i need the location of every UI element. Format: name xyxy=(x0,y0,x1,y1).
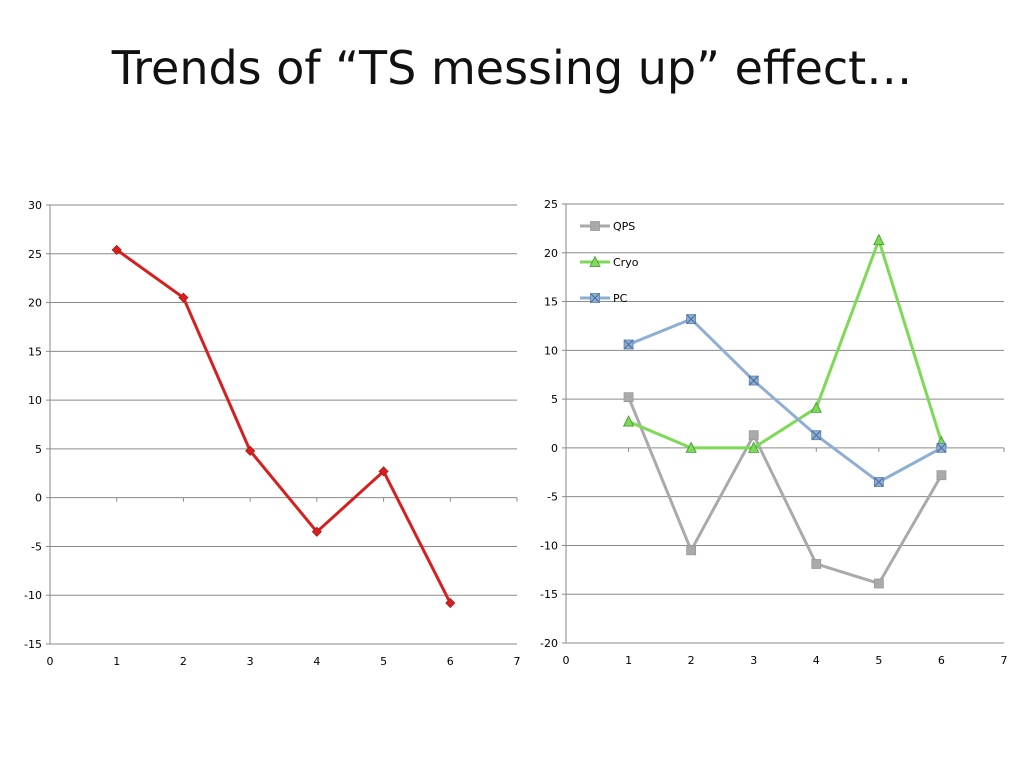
data-point-qps xyxy=(873,578,884,589)
y-tick-label: 30 xyxy=(28,199,42,212)
x-tick-label: 0 xyxy=(563,654,570,667)
data-point-qps xyxy=(936,470,947,481)
x-tick-label: 4 xyxy=(813,654,820,667)
x-tick-label: 6 xyxy=(447,655,454,668)
data-point-series xyxy=(245,445,256,456)
slide-title: Trends of “TS messing up” effect… xyxy=(111,41,913,95)
data-point-series xyxy=(445,597,456,609)
y-tick-label: -5 xyxy=(547,491,558,504)
y-tick-label: 20 xyxy=(28,297,42,310)
data-point-pc xyxy=(936,442,947,453)
data-point-series xyxy=(178,292,189,303)
legend-marker xyxy=(590,221,600,231)
data-point-qps xyxy=(811,559,822,569)
x-tick-label: 2 xyxy=(688,654,695,667)
y-tick-label: 5 xyxy=(551,393,558,406)
data-point-pc xyxy=(811,430,822,441)
y-tick-label: 20 xyxy=(544,247,558,260)
y-tick-label: 10 xyxy=(544,344,558,357)
data-point-cryo xyxy=(748,441,760,453)
data-point-qps xyxy=(748,430,759,441)
series-line-series xyxy=(115,248,452,604)
x-tick-label: 2 xyxy=(180,655,187,668)
data-point-pc xyxy=(623,339,634,350)
series-line-cryo xyxy=(627,238,943,450)
y-tick-label: 10 xyxy=(28,394,42,407)
x-tick-label: 1 xyxy=(113,655,120,668)
legend-label-qps: QPS xyxy=(613,220,635,233)
y-tick-label: -15 xyxy=(24,638,42,651)
data-point-qps xyxy=(623,392,634,403)
data-point-cryo xyxy=(810,401,822,413)
legend-marker xyxy=(589,255,601,267)
data-point-qps xyxy=(686,545,697,556)
data-point-pc xyxy=(748,375,759,386)
y-tick-label: -20 xyxy=(540,637,558,650)
data-point-cryo xyxy=(685,441,697,453)
x-tick-label: 5 xyxy=(875,654,882,667)
x-tick-label: 5 xyxy=(380,655,387,668)
y-tick-label: 0 xyxy=(551,442,558,455)
x-tick-label: 4 xyxy=(313,655,320,668)
y-tick-label: 15 xyxy=(28,345,42,358)
data-point-series xyxy=(111,244,122,255)
data-point-series xyxy=(311,526,322,537)
data-point-cryo xyxy=(622,415,635,427)
y-tick-label: 0 xyxy=(35,492,42,505)
y-tick-label: 25 xyxy=(28,248,42,261)
x-tick-label: 7 xyxy=(514,655,521,668)
data-point-cryo xyxy=(873,233,885,245)
x-tick-label: 0 xyxy=(47,655,54,668)
data-point-series xyxy=(378,466,389,477)
series-line-qps xyxy=(627,396,943,585)
x-tick-label: 1 xyxy=(625,654,632,667)
y-tick-label: 25 xyxy=(544,198,558,211)
series-line-pc xyxy=(628,317,943,484)
x-tick-label: 6 xyxy=(938,654,945,667)
legend-label-pc: PC xyxy=(613,292,628,305)
y-tick-label: -5 xyxy=(31,540,42,553)
legend-marker xyxy=(590,293,600,303)
data-point-pc xyxy=(873,477,884,487)
y-tick-label: -15 xyxy=(540,588,558,601)
legend-label-cryo: Cryo xyxy=(613,256,639,269)
x-tick-label: 3 xyxy=(750,654,757,667)
y-tick-label: 15 xyxy=(544,296,558,309)
data-point-pc xyxy=(686,314,697,325)
y-tick-label: -10 xyxy=(24,589,42,602)
x-tick-label: 7 xyxy=(1001,654,1008,667)
y-tick-label: -10 xyxy=(540,539,558,552)
x-tick-label: 3 xyxy=(247,655,254,668)
y-tick-label: 5 xyxy=(35,443,42,456)
